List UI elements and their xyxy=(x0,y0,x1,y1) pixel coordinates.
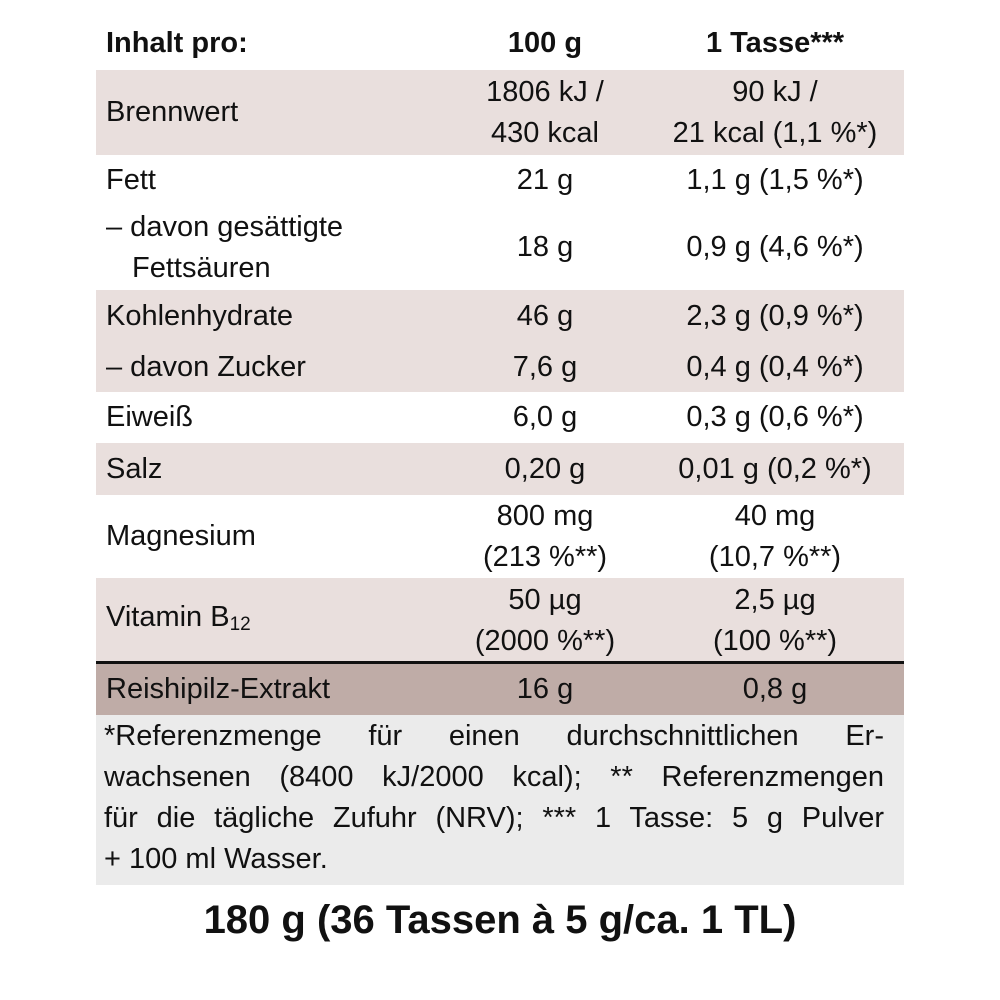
cell-text: 1806 kJ / xyxy=(486,75,604,108)
cell-text: 1,1 g (1,5 %*) xyxy=(686,163,864,196)
cell-text: Fettsäuren xyxy=(132,251,271,284)
footnote-line: *Referenzmenge für einen durchschnittlic… xyxy=(104,720,884,752)
table-cell: 16 g xyxy=(430,663,660,715)
cell-text: 0,20 g xyxy=(504,452,586,485)
row-group xyxy=(96,443,904,495)
cell-text: 2,5 µg xyxy=(734,583,816,616)
cell-text: (213 %**) xyxy=(482,540,608,573)
row-group xyxy=(96,578,904,663)
cell-text: 0,3 g (0,6 %*) xyxy=(686,401,864,433)
header-cell: Inhalt pro: xyxy=(106,26,248,59)
cell-text: 2,3 g (0,9 %*) xyxy=(686,299,864,332)
cell-text: 16 g xyxy=(516,672,574,705)
table-cell: 40 mg (10,7 %**) xyxy=(650,495,900,578)
table-cell: 0,20 g xyxy=(430,443,660,495)
cell-text: (100 %**) xyxy=(712,624,838,657)
cell-text: Magnesium xyxy=(106,520,256,552)
table-cell: 21 g xyxy=(430,155,660,205)
row-group xyxy=(96,495,904,578)
cell-text: 46 g xyxy=(516,299,574,332)
table-cell: 0,9 g (4,6 %*) xyxy=(650,205,900,290)
cell-text: (10,7 %**) xyxy=(708,540,842,573)
cell-text: Vitamin B12 xyxy=(106,597,251,645)
cell-text: – davon Zucker xyxy=(106,350,306,383)
table-cell: 0,01 g (0,2 %*) xyxy=(650,443,900,495)
table-cell: 46 g xyxy=(430,290,660,342)
cell-text: Reishipilz-Extrakt xyxy=(106,672,330,705)
cell-text: (2000 %**) xyxy=(474,624,616,657)
row-group xyxy=(96,290,904,392)
cell-text: 50 µg xyxy=(508,583,582,616)
cell-text: 800 mg xyxy=(496,499,594,532)
table-cell: 18 g xyxy=(430,205,660,290)
table-cell: 0,3 g (0,6 %*) xyxy=(650,392,900,443)
table-cell: – davon Zucker xyxy=(106,342,436,392)
cell-text: Kohlenhydrate xyxy=(106,299,294,332)
cell-text: Eiweiß xyxy=(106,401,194,433)
cell-text: – davon gesättigte xyxy=(106,210,344,243)
cell-text: 7,6 g xyxy=(512,350,578,383)
table-cell: 6,0 g xyxy=(430,392,660,443)
cell-text: 0,9 g (4,6 %*) xyxy=(686,231,864,263)
table-cell: 1,1 g (1,5 %*) xyxy=(650,155,900,205)
table-cell: 2,3 g (0,9 %*) xyxy=(650,290,900,342)
row-group xyxy=(96,70,904,155)
cell-text: 430 kcal xyxy=(490,116,599,149)
footnote-line: + 100 ml Wasser. xyxy=(104,843,328,875)
cell-text: Vitamin B xyxy=(106,600,230,633)
cell-text: Brennwert xyxy=(106,96,239,128)
table-cell: 2,5 µg (100 %**) xyxy=(650,578,900,663)
cell-text: 6,0 g xyxy=(512,401,578,433)
table-cell: – davon gesättigte Fettsäuren xyxy=(106,205,436,290)
divider xyxy=(96,661,904,664)
row-group xyxy=(96,663,904,715)
row-group xyxy=(96,155,904,290)
footnote-line: wachsenen (8400 kJ/2000 kcal); ** Refere… xyxy=(104,761,884,793)
table-cell: 0,8 g xyxy=(650,663,900,715)
cell-text: Salz xyxy=(106,452,163,485)
cell-text: 40 mg xyxy=(734,499,816,532)
header-cell: 1 Tasse*** xyxy=(705,26,845,59)
table-cell: 1806 kJ / 430 kcal xyxy=(430,70,660,155)
table-cell: Magnesium xyxy=(106,495,436,578)
cell-text: 90 kJ / xyxy=(732,75,818,108)
table-cell: Kohlenhydrate xyxy=(106,290,436,342)
header-cell: 100 g xyxy=(507,26,583,59)
cell-text: 18 g xyxy=(516,231,574,263)
table-cell: 50 µg (2000 %**) xyxy=(430,578,660,663)
table-cell: Vitamin B12 xyxy=(106,578,436,663)
table-cell: Brennwert xyxy=(106,70,436,155)
table-cell: 0,4 g (0,4 %*) xyxy=(650,342,900,392)
table-cell: Reishipilz-Extrakt xyxy=(106,663,436,715)
subscript: 12 xyxy=(229,613,251,635)
table-cell: Eiweiß xyxy=(106,392,436,443)
cell-text: 0,01 g (0,2 %*) xyxy=(678,452,872,485)
cell-text: 21 g xyxy=(516,163,574,196)
package-info: 180 g (36 Tassen à 5 g/ca. 1 TL) xyxy=(203,898,797,942)
cell-text: Fett xyxy=(106,163,156,196)
cell-text: 0,8 g xyxy=(742,672,808,705)
table-cell: Fett xyxy=(106,155,436,205)
cell-text: 0,4 g (0,4 %*) xyxy=(686,350,864,383)
table-cell: 90 kJ / 21 kcal (1,1 %*) xyxy=(650,70,900,155)
row-group xyxy=(96,392,904,443)
cell-text: 21 kcal (1,1 %*) xyxy=(672,116,878,149)
table-cell: Salz xyxy=(106,443,436,495)
table-cell: 800 mg (213 %**) xyxy=(430,495,660,578)
footnote-line: für die tägliche Zufuhr (NRV); *** 1 Tas… xyxy=(104,802,884,834)
table-cell: 7,6 g xyxy=(430,342,660,392)
footnote-box: *Referenzmenge für einen durchschnittlic… xyxy=(96,715,904,885)
